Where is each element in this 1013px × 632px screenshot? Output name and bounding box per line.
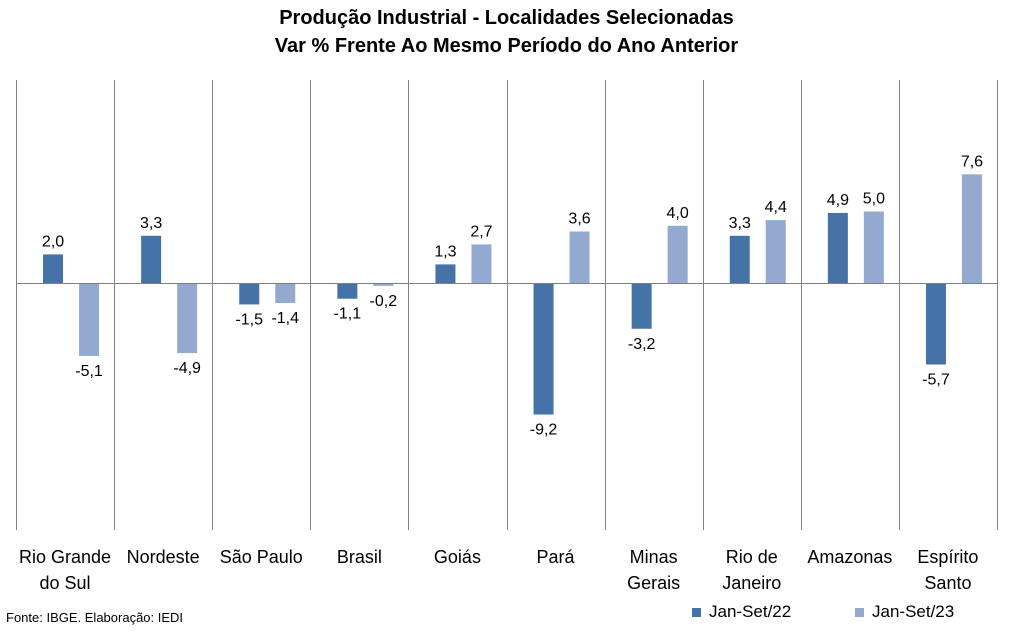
data-label: 3,6 (568, 211, 590, 228)
category-label: Rio Grande (19, 547, 111, 567)
bar-series2 (177, 283, 198, 354)
bar-series1 (141, 235, 162, 283)
data-label: -4,9 (173, 360, 201, 377)
category-label: Santo (924, 573, 971, 593)
bar-series1 (631, 283, 652, 329)
bar-series1 (239, 283, 260, 305)
data-label: 3,3 (140, 215, 162, 232)
data-label: 1,3 (434, 243, 456, 260)
data-label: 4,4 (765, 199, 787, 216)
bar-series2 (667, 225, 688, 283)
category-label: do Sul (40, 573, 91, 593)
data-label: 2,0 (42, 233, 64, 250)
legend-label-series1: Jan-Set/22 (709, 602, 792, 621)
bar-series2 (471, 244, 492, 283)
data-label: -9,2 (530, 422, 558, 439)
source-note: Fonte: IBGE. Elaboração: IEDI (6, 610, 184, 625)
legend-swatch-series2 (855, 607, 864, 617)
category-label: Nordeste (127, 547, 200, 567)
bar-series1 (43, 254, 64, 283)
category-label: Espírito (917, 547, 978, 567)
data-label: 5,0 (863, 191, 885, 208)
data-label: -1,5 (235, 311, 263, 328)
bar-series1 (337, 283, 358, 299)
category-label: Amazonas (807, 547, 892, 567)
bar-series2 (79, 283, 100, 356)
data-label: 4,0 (667, 205, 689, 222)
category-label: Brasil (337, 547, 382, 567)
category-label: Janeiro (722, 573, 781, 593)
data-label: -0,2 (370, 293, 398, 310)
category-label: Rio de (726, 547, 778, 567)
data-label: -5,1 (75, 363, 103, 380)
data-label: -1,1 (334, 306, 362, 323)
chart-title: Produção Industrial - Localidades Seleci… (279, 7, 734, 29)
legend-swatch-series1 (692, 607, 701, 617)
category-label: Pará (537, 547, 576, 567)
data-label: 2,7 (470, 223, 492, 240)
bar-series2 (765, 220, 786, 283)
data-label: -5,7 (922, 372, 950, 389)
category-label: Gerais (627, 573, 680, 593)
legend-item-series1: Jan-Set/22 (692, 602, 791, 622)
category-label: Goiás (434, 547, 481, 567)
category-label: Minas (630, 547, 678, 567)
bar-series2 (863, 211, 884, 283)
bar-series2 (373, 283, 394, 286)
bar-series1 (533, 283, 554, 415)
bar-series1 (925, 283, 946, 365)
data-label: -3,2 (628, 336, 656, 353)
bar-series1 (435, 264, 456, 283)
bar-series2 (961, 174, 982, 283)
data-label: 4,9 (827, 192, 849, 209)
category-label: São Paulo (220, 547, 303, 567)
bar-series1 (729, 235, 750, 283)
legend-item-series2: Jan-Set/23 (855, 602, 954, 622)
bar-series2 (569, 231, 590, 283)
bar-series1 (827, 212, 848, 283)
data-label: -1,4 (271, 310, 299, 327)
bar-series2 (275, 283, 296, 304)
data-label: 7,6 (961, 153, 983, 170)
chart-subtitle: Var % Frente Ao Mesmo Período do Ano Ant… (274, 35, 739, 57)
data-label: 3,3 (729, 215, 751, 232)
legend-label-series2: Jan-Set/23 (872, 602, 955, 621)
